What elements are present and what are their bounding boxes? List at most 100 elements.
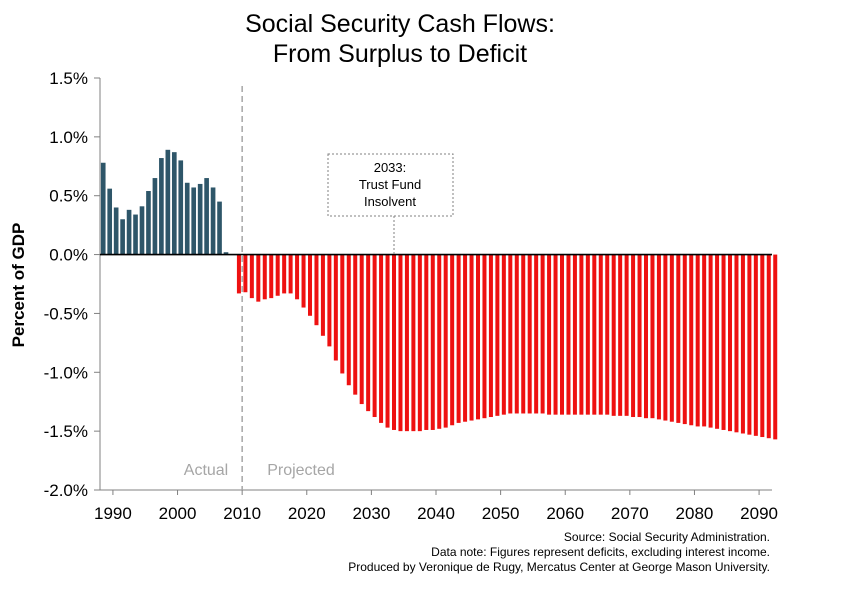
projected-bar-2038: [424, 254, 429, 430]
projected-bar-2090: [760, 254, 765, 438]
projected-bar-2082: [708, 254, 713, 428]
actual-bar-1996: [152, 178, 158, 255]
actual-bar-1989: [107, 188, 113, 255]
y-tick-label: 0.5%: [49, 187, 88, 206]
projected-bar-2010: [243, 254, 248, 293]
y-tick-label: -0.5%: [44, 304, 88, 323]
y-tick-label: -1.5%: [44, 422, 88, 441]
projected-bar-2045: [469, 254, 474, 421]
projected-bar-2030: [372, 254, 377, 418]
projected-bar-2079: [689, 254, 694, 426]
projected-bar-2065: [598, 254, 603, 415]
x-tick-label: 2010: [223, 504, 261, 523]
projected-bar-2050: [501, 254, 506, 415]
projected-bar-2078: [682, 254, 687, 425]
projected-bar-2011: [249, 254, 254, 299]
projected-bar-2040: [437, 254, 442, 429]
projected-bar-2046: [476, 254, 481, 420]
actual-bar-2002: [191, 187, 197, 255]
projected-bar-2027: [353, 254, 358, 395]
projected-bar-2035: [404, 254, 409, 432]
projected-bar-2085: [728, 254, 733, 432]
annotation-box: [327, 153, 454, 217]
actual-bar-2005: [210, 187, 216, 255]
projected-bar-2081: [702, 254, 707, 427]
projected-bar-2032: [385, 254, 390, 428]
x-tick-label: 2020: [288, 504, 326, 523]
projected-bar-2055: [534, 254, 539, 414]
projected-bar-2015: [275, 254, 280, 296]
projected-bar-2053: [521, 254, 526, 414]
x-tick-label: 2000: [159, 504, 197, 523]
annotation-line-3: Insolvent: [364, 194, 416, 209]
projected-bar-2018: [295, 254, 300, 300]
actual-bar-1995: [146, 191, 151, 255]
projected-bar-2054: [527, 254, 532, 414]
projected-bar-2049: [495, 254, 500, 416]
projected-bar-2086: [734, 254, 739, 433]
projected-bar-2048: [488, 254, 493, 418]
projected-bar-2068: [618, 254, 623, 416]
projected-region-label: Projected: [267, 462, 335, 479]
projected-bar-2074: [656, 254, 661, 420]
projected-bar-2058: [553, 254, 558, 415]
x-tick-label: 2050: [482, 504, 520, 523]
projected-bar-2072: [644, 254, 649, 419]
producer-note: Produced by Veronique de Rugy, Mercatus …: [348, 560, 770, 574]
projected-bar-2047: [482, 254, 487, 419]
insolvency-annotation: 2033: Trust Fund Insolvent: [327, 153, 454, 217]
projected-bar-2052: [514, 254, 519, 414]
projected-bar-2014: [269, 254, 274, 299]
projected-bar-2037: [417, 254, 422, 432]
projected-bar-2021: [314, 254, 319, 326]
actual-bar-1988: [100, 162, 106, 255]
projected-bar-2051: [508, 254, 513, 414]
projected-bar-2061: [572, 254, 577, 415]
projected-bar-2077: [676, 254, 681, 423]
projected-bar-2031: [379, 254, 384, 423]
source-note: Source: Social Security Administration.: [564, 530, 770, 544]
actual-bar-2003: [197, 183, 203, 255]
projected-bar-2013: [262, 254, 267, 300]
projected-bar-2091: [766, 254, 771, 439]
projected-bar-2019: [301, 254, 306, 308]
x-tick-label: 2040: [417, 504, 455, 523]
projected-bar-2076: [669, 254, 674, 422]
region-labels: Actual Projected: [184, 462, 335, 479]
projected-bar-2067: [611, 254, 616, 416]
y-axis-label: Percent of GDP: [9, 223, 28, 348]
projected-bar-2029: [366, 254, 371, 412]
projected-bar-2057: [547, 254, 552, 415]
y-tick-label: 1.5%: [49, 69, 88, 88]
projected-bar-2043: [456, 254, 461, 423]
projected-bar-2039: [430, 254, 435, 430]
projected-bar-2080: [695, 254, 700, 427]
projected-bar-2059: [560, 254, 565, 415]
chart-overlay: [100, 86, 772, 490]
projected-bar-2070: [631, 254, 636, 418]
bars: [100, 149, 778, 440]
projected-bar-2087: [740, 254, 745, 434]
projected-bar-2033: [392, 254, 397, 430]
actual-bar-1997: [159, 158, 164, 255]
actual-bar-1999: [171, 152, 177, 255]
projected-bar-2060: [566, 254, 571, 415]
projected-bar-2062: [579, 254, 584, 415]
projected-bar-2034: [398, 254, 403, 432]
actual-bar-1994: [139, 206, 145, 255]
projected-bar-2088: [747, 254, 752, 435]
projected-bar-2020: [308, 254, 313, 316]
projected-bar-2064: [592, 254, 597, 415]
actual-bar-1990: [113, 207, 119, 255]
x-tick-label: 2080: [676, 504, 714, 523]
projected-bar-2075: [663, 254, 668, 421]
actual-bar-2006: [217, 201, 222, 255]
chart-title-line-1: Social Security Cash Flows:: [245, 10, 555, 38]
projected-bar-2028: [359, 254, 364, 405]
x-tick-label: 2070: [611, 504, 649, 523]
actual-bar-2001: [184, 182, 190, 255]
projected-bar-2083: [715, 254, 720, 429]
projected-bar-2025: [340, 254, 345, 374]
projected-bar-2022: [320, 254, 325, 336]
